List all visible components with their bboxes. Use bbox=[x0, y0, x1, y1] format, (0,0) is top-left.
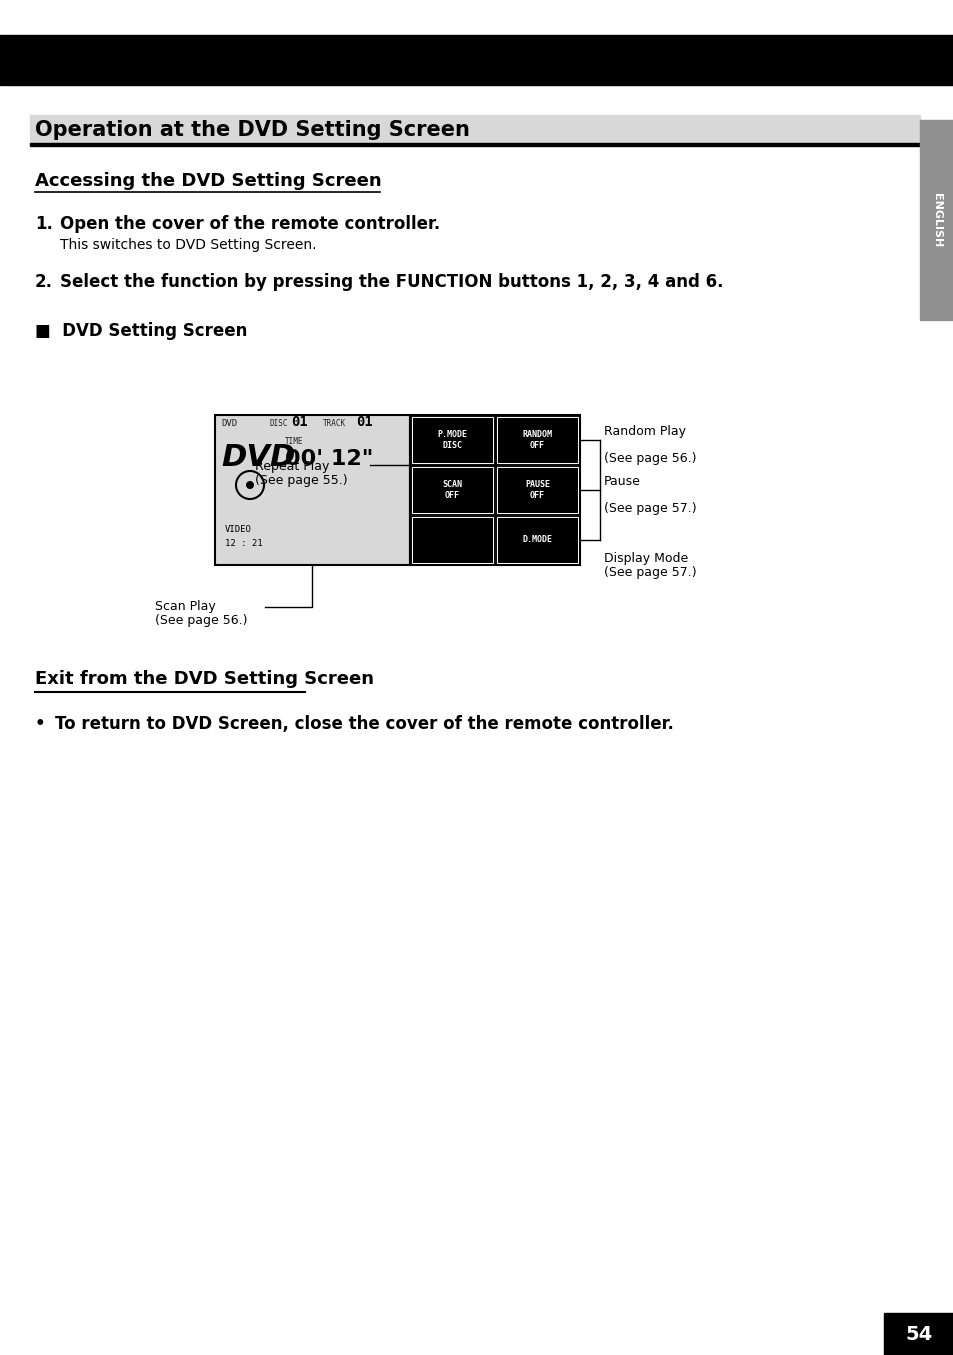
Text: VIDEO: VIDEO bbox=[225, 524, 252, 534]
Bar bbox=[0, 35, 953, 85]
Text: •: • bbox=[35, 715, 46, 733]
Text: SCAN: SCAN bbox=[442, 480, 462, 489]
Text: OFF: OFF bbox=[530, 491, 544, 500]
Text: (See page 56.): (See page 56.) bbox=[154, 614, 247, 627]
Text: (See page 57.): (See page 57.) bbox=[603, 501, 696, 515]
Text: Exit from the DVD Setting Screen: Exit from the DVD Setting Screen bbox=[35, 669, 374, 688]
Text: To return to DVD Screen, close the cover of the remote controller.: To return to DVD Screen, close the cover… bbox=[55, 715, 673, 733]
Text: DVD: DVD bbox=[221, 419, 237, 428]
Bar bbox=[412, 467, 493, 514]
Text: 01: 01 bbox=[355, 415, 373, 430]
Bar bbox=[30, 144, 919, 146]
Text: Select the function by pressing the FUNCTION buttons 1, 2, 3, 4 and 6.: Select the function by pressing the FUNC… bbox=[60, 272, 722, 291]
Text: P.MODE: P.MODE bbox=[437, 430, 467, 439]
Text: 00' 12": 00' 12" bbox=[285, 449, 373, 469]
Text: DVD: DVD bbox=[221, 443, 295, 472]
Text: OFF: OFF bbox=[530, 440, 544, 450]
Text: (See page 55.): (See page 55.) bbox=[254, 474, 347, 486]
Text: 12 : 21: 12 : 21 bbox=[225, 539, 262, 547]
Bar bbox=[412, 417, 493, 463]
Bar bbox=[412, 518, 493, 562]
Text: 2.: 2. bbox=[35, 272, 53, 291]
Text: D.MODE: D.MODE bbox=[522, 535, 552, 545]
Bar bbox=[30, 115, 919, 144]
Text: (See page 56.): (See page 56.) bbox=[603, 453, 696, 465]
Bar bbox=[410, 415, 579, 565]
Text: 01: 01 bbox=[291, 415, 308, 430]
Text: Scan Play: Scan Play bbox=[154, 600, 215, 612]
Text: ■  DVD Setting Screen: ■ DVD Setting Screen bbox=[35, 322, 247, 340]
Bar bbox=[214, 415, 410, 565]
Bar bbox=[919, 121, 953, 320]
Text: Repeat Play: Repeat Play bbox=[254, 459, 329, 473]
Text: Accessing the DVD Setting Screen: Accessing the DVD Setting Screen bbox=[35, 172, 381, 190]
Text: This switches to DVD Setting Screen.: This switches to DVD Setting Screen. bbox=[60, 238, 316, 252]
Text: PAUSE: PAUSE bbox=[524, 480, 550, 489]
Text: Display Mode: Display Mode bbox=[603, 551, 687, 565]
Text: TIME: TIME bbox=[285, 438, 303, 446]
Text: Random Play: Random Play bbox=[603, 425, 685, 438]
Text: DISC: DISC bbox=[442, 440, 462, 450]
Text: ENGLISH: ENGLISH bbox=[931, 192, 941, 247]
Text: 54: 54 bbox=[904, 1324, 932, 1344]
Text: (See page 57.): (See page 57.) bbox=[603, 566, 696, 579]
Bar bbox=[497, 417, 578, 463]
Text: 1.: 1. bbox=[35, 215, 52, 233]
Text: Operation at the DVD Setting Screen: Operation at the DVD Setting Screen bbox=[35, 121, 470, 140]
Text: OFF: OFF bbox=[444, 491, 459, 500]
Text: DISC: DISC bbox=[270, 419, 288, 428]
Text: Pause: Pause bbox=[603, 476, 640, 488]
Bar bbox=[497, 518, 578, 562]
Text: RANDOM: RANDOM bbox=[522, 430, 552, 439]
Text: Open the cover of the remote controller.: Open the cover of the remote controller. bbox=[60, 215, 439, 233]
Bar bbox=[497, 467, 578, 514]
Text: TRACK: TRACK bbox=[323, 419, 346, 428]
Circle shape bbox=[246, 481, 253, 489]
Bar bbox=[883, 1313, 953, 1355]
